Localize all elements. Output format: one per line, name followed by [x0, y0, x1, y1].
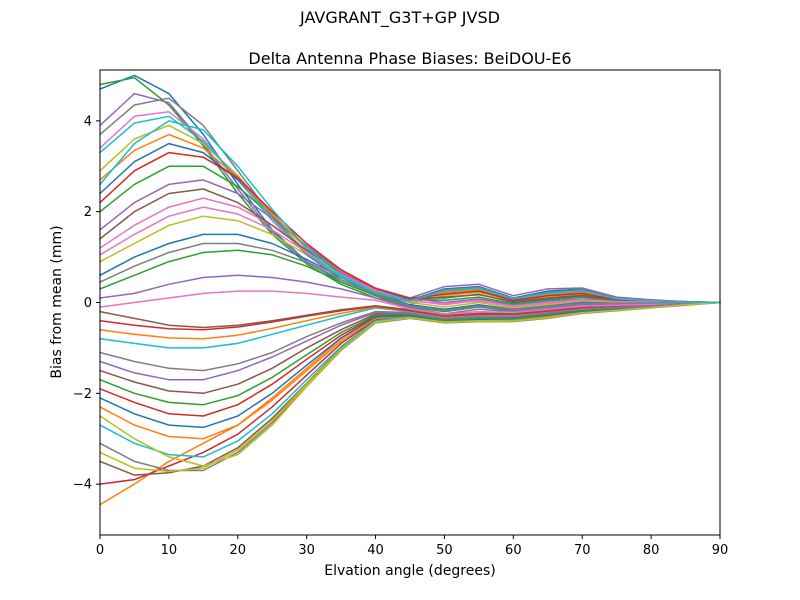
y-tick-label: −2 — [73, 387, 92, 402]
series-line — [99, 301, 721, 429]
y-tick-label: 2 — [84, 205, 92, 220]
x-tick-label: 10 — [161, 543, 178, 558]
series-line — [99, 301, 721, 467]
x-tick-label: 80 — [643, 543, 660, 558]
series-line — [99, 242, 721, 312]
y-tick-label: 4 — [84, 114, 92, 129]
x-axis-label: Elvation angle (degrees) — [324, 563, 496, 579]
series-line — [99, 165, 721, 305]
series-line — [99, 301, 721, 472]
series-line — [99, 301, 721, 381]
series-line — [99, 301, 721, 417]
figure-suptitle: JAVGRANT_G3T+GP JVSD — [300, 8, 500, 27]
series-line — [99, 74, 721, 304]
series-line — [99, 206, 721, 307]
x-tick-label: 90 — [712, 543, 729, 558]
series-line — [99, 290, 721, 316]
axes-title: Delta Antenna Phase Biases: BeiDOU-E6 — [248, 49, 572, 68]
x-tick-label: 0 — [96, 543, 104, 558]
y-tick-label: −4 — [73, 478, 92, 493]
y-axis-label: Bias from mean (mm) — [49, 225, 65, 379]
series-line — [99, 197, 721, 308]
x-tick-label: 60 — [505, 543, 522, 558]
series-line — [99, 301, 721, 473]
series-line — [99, 120, 721, 304]
series-line — [99, 92, 721, 304]
series-line — [99, 179, 721, 306]
x-tick-label: 50 — [436, 543, 453, 558]
series-line — [99, 111, 721, 304]
series-line — [99, 301, 721, 406]
x-tick-label: 40 — [367, 543, 384, 558]
series-line — [99, 76, 721, 306]
series-line — [99, 215, 721, 309]
series-line — [99, 124, 721, 304]
x-tick-label: 70 — [574, 543, 591, 558]
series-line — [99, 142, 721, 304]
x-tick-label: 30 — [298, 543, 315, 558]
x-tick-label: 20 — [230, 543, 247, 558]
series-line — [99, 188, 721, 304]
y-tick-label: 0 — [84, 296, 92, 311]
